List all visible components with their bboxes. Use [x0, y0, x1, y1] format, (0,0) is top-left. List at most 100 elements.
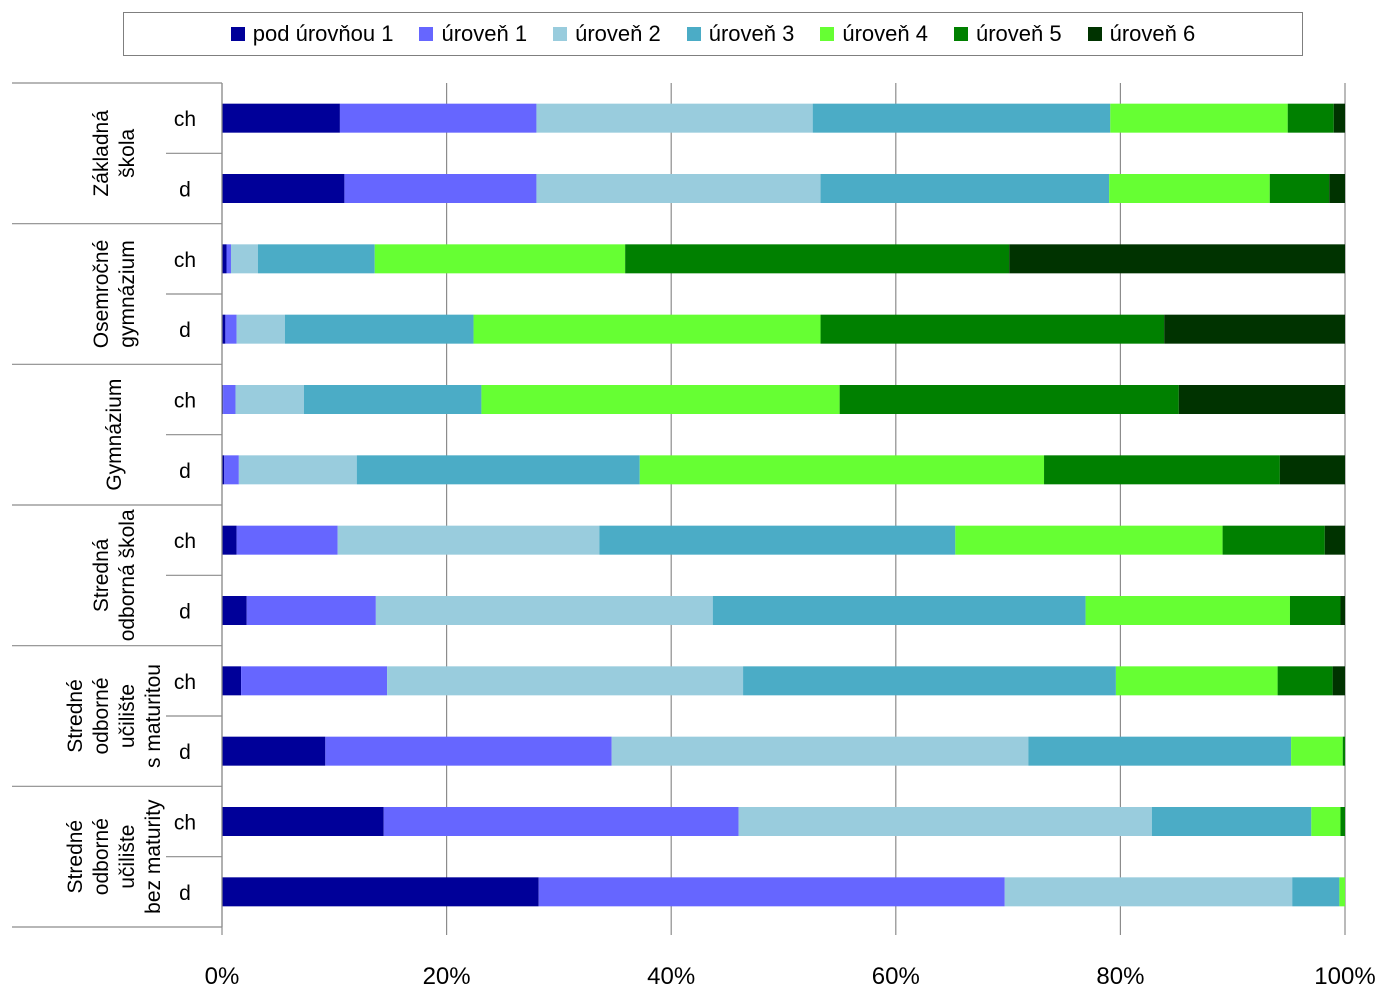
bar-segment: [1269, 174, 1330, 203]
bar-segment: [481, 385, 840, 414]
x-tick-label: 100%: [1314, 963, 1375, 988]
category-label: ch: [174, 390, 196, 413]
bar-segment: [1151, 807, 1312, 836]
legend-swatch: [953, 27, 968, 41]
group-label: Osemročné gymnázium: [90, 240, 139, 349]
x-tick-label: 40%: [647, 963, 695, 988]
legend-label: úroveň 4: [842, 21, 928, 46]
bar-segment: [1292, 877, 1340, 907]
legend: pod úrovňou 1 úroveň 1 úroveň 2 úroveň 3 úro…: [123, 12, 1303, 56]
bar-segment: [241, 666, 388, 696]
bar-segment: [222, 596, 247, 625]
legend-swatch: [686, 27, 701, 41]
bar-segment: [1340, 596, 1345, 625]
category-label: ch: [174, 108, 196, 131]
bar-segment: [230, 244, 258, 274]
bar-segment: [344, 174, 537, 203]
group-label: Stredné odborné učilište bez maturity: [64, 799, 165, 914]
legend-swatch: [230, 27, 245, 41]
bar-segment: [1115, 666, 1278, 696]
bar-segment: [1339, 877, 1345, 907]
legend-item: úroveň 3: [686, 21, 795, 47]
bar-segment: [225, 314, 237, 344]
legend-item: úroveň 2: [553, 21, 661, 47]
bar-segment: [536, 103, 813, 133]
bar-segment: [1164, 314, 1345, 344]
axis-labels: 0% 20% 40% 60% 80% 100% ch d ch d ch d ch d ch d ch d Zákl…: [64, 108, 1376, 988]
bar-segment: [1222, 525, 1325, 555]
bar-segment: [1044, 455, 1280, 485]
bar-segment: [820, 314, 1165, 344]
bar-segment: [222, 877, 539, 907]
bar-segment: [375, 596, 713, 625]
bar-segment: [356, 455, 640, 485]
bar-segment: [625, 244, 1010, 274]
bars: [222, 103, 1345, 907]
legend-item: úroveň 4: [820, 21, 928, 47]
category-label: d: [179, 601, 191, 624]
legend-item: pod úrovňou 1: [230, 21, 393, 47]
bar-segment: [743, 666, 1116, 696]
bar-segment: [1333, 103, 1345, 133]
bar-segment: [839, 385, 1179, 414]
bar-segment: [611, 736, 1029, 766]
category-label: ch: [174, 671, 196, 694]
bar-segment: [222, 525, 237, 555]
bar-segment: [1332, 666, 1345, 696]
bar-segment: [246, 596, 376, 625]
gridlines: [221, 83, 1346, 927]
bar-segment: [1110, 103, 1288, 133]
legend-swatch: [1087, 27, 1102, 41]
bar-segment: [222, 174, 345, 203]
legend-swatch: [419, 27, 434, 41]
bar-segment: [955, 525, 1223, 555]
bar-segment: [222, 666, 242, 696]
bar-segment: [473, 314, 821, 344]
bar-segment: [1291, 736, 1343, 766]
bar-segment: [222, 807, 384, 836]
bar-segment: [222, 736, 326, 766]
bar-segment: [325, 736, 612, 766]
bar-segment: [1287, 103, 1334, 133]
bar-segment: [303, 385, 482, 414]
category-label: ch: [174, 249, 196, 272]
legend-label: úroveň 1: [441, 21, 528, 46]
bar-segment: [1340, 807, 1345, 836]
category-label: ch: [174, 812, 196, 835]
legend-swatch: [553, 27, 568, 41]
bar-segment: [222, 244, 227, 274]
bar-segment: [1004, 877, 1293, 907]
bar-segment: [339, 103, 537, 133]
bar-segment: [712, 596, 1086, 625]
bar-segment: [1329, 174, 1345, 203]
legend-label: úroveň 6: [1109, 21, 1196, 46]
bar-segment: [1324, 525, 1345, 555]
x-tick-label: 0%: [205, 963, 240, 988]
bar-segment: [236, 314, 285, 344]
bar-segment: [812, 103, 1111, 133]
legend-item: úroveň 5: [953, 21, 1062, 47]
category-label: d: [179, 460, 191, 483]
legend-item: úroveň 1: [419, 21, 527, 47]
bar-segment: [226, 244, 231, 274]
bar-segment: [223, 385, 236, 414]
bar-segment: [337, 525, 600, 555]
bar-segment: [599, 525, 956, 555]
bar-segment: [1009, 244, 1345, 274]
bar-segment: [1342, 736, 1345, 766]
bar-segment: [1178, 385, 1345, 414]
legend-label: úroveň 3: [708, 21, 795, 46]
group-label: Gymnázium: [103, 379, 126, 491]
category-label: d: [179, 741, 191, 764]
bar-segment: [1277, 666, 1333, 696]
axes: [12, 82, 1346, 935]
category-label: d: [179, 882, 191, 905]
bar-segment: [820, 174, 1110, 203]
bar-segment: [738, 807, 1152, 836]
bar-segment: [538, 877, 1005, 907]
bar-segment: [1028, 736, 1292, 766]
group-label: Stredné odborné učilište s maturitou: [64, 664, 165, 768]
bar-segment: [1279, 455, 1345, 485]
bar-segment: [387, 666, 744, 696]
